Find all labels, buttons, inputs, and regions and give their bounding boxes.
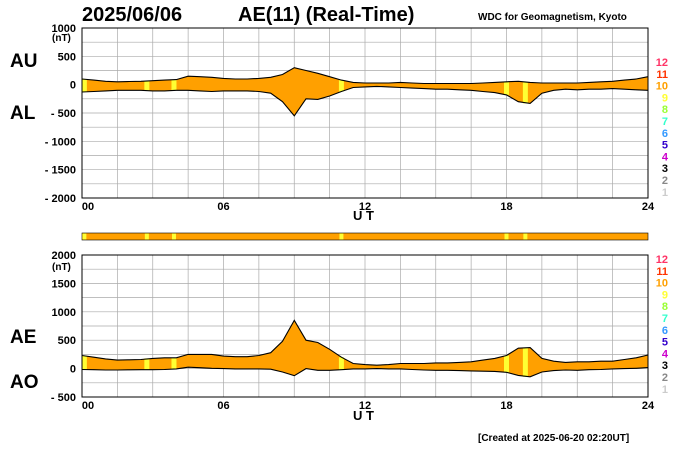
chart-title: AE(11) (Real-Time) [238,4,415,26]
plot-frame [81,254,649,398]
legend-count-11: 11 [656,266,668,278]
y-tick-label: 1500 [52,278,76,290]
station-coverage-bar [81,232,649,241]
legend-count-10: 10 [656,81,668,93]
legend-count-8: 8 [662,301,668,313]
legend-count-8: 8 [662,104,668,116]
station-change-stripe [144,80,150,91]
legend-count-9: 9 [662,92,668,104]
legend-count-6: 6 [662,128,668,140]
station-change-stripe [504,355,509,373]
coverage-bar-mark [82,233,87,240]
series-label-al: AL [10,103,36,124]
x-tick-label: 24 [642,400,655,412]
created-timestamp: [Created at 2025-06-20 02:20UT] [478,433,630,444]
series-line-ao [81,366,649,378]
y-tick-label: 1000 [52,307,76,319]
coverage-bar-mark [339,233,344,240]
y-tick-label: 0 [70,364,76,376]
unit-label-bottom: (nT) [52,262,71,273]
legend-count-2: 2 [662,372,668,384]
y-tick-label: - 1000 [45,136,76,148]
x-tick-label: 06 [217,201,229,213]
station-change-stripe [504,81,509,95]
station-change-stripe [522,347,528,377]
au-al-plot: 1000 500 0 - 500 - 1000 - 1500 - 2000 00 06 12 18 2… [45,23,655,213]
legend-count-7: 7 [662,116,668,128]
legend-count-12: 12 [656,254,668,266]
x-tick-label: 12 [359,201,371,213]
station-change-stripe [171,357,177,369]
y-tick-label: - 500 [51,392,76,404]
chart-date: 2025/06/06 [82,4,183,26]
coverage-bar-mark [171,233,176,240]
legend-count-3: 3 [662,360,668,372]
station-change-stripe [81,79,87,93]
legend-count-1: 1 [662,384,668,396]
legend-count-11: 11 [656,69,668,81]
unit-label-top: (nT) [52,33,71,44]
y-tick-label: - 500 [51,108,76,120]
coverage-bar-mark [144,233,149,240]
x-tick-label: 24 [642,201,655,213]
series-area-fill [82,67,648,116]
station-change-stripe [144,358,150,370]
coverage-bar-mark [523,233,528,240]
legend-count-10: 10 [656,278,668,290]
x-axis-label-bottom: U T [353,408,374,423]
series-line-al [81,85,649,117]
series-label-ae: AE [10,327,37,348]
x-tick-label: 06 [217,400,229,412]
series-label-ao: AO [10,372,39,393]
x-tick-label: 12 [359,400,371,412]
x-tick-label: 18 [500,201,512,213]
ae-ao-plot: 2000 1500 1000 500 0 - 500 00 06 12 18 24 [51,250,655,412]
y-tick-label: - 2000 [45,193,76,205]
plot-frame [81,27,649,199]
coverage-bar-mark [504,233,509,240]
y-tick-label: 500 [58,335,76,347]
legend-count-7: 7 [662,313,668,325]
series-label-au: AU [10,51,38,72]
y-tick-label: 0 [70,80,76,92]
data-source: WDC for Geomagnetism, Kyoto [478,12,627,23]
legend-count-1: 1 [662,187,668,199]
legend-count-2: 2 [662,175,668,187]
y-tick-label: - 1500 [45,165,76,177]
coverage-bar-fill [81,232,649,241]
x-axis-label-top: U T [353,208,374,223]
legend-count-12: 12 [656,57,668,69]
legend-count-3: 3 [662,163,668,175]
y-tick-label: 1000 [52,23,76,35]
legend-count-6: 6 [662,325,668,337]
legend-count-9: 9 [662,289,668,301]
y-tick-label: 2000 [52,250,76,262]
legend-count-5: 5 [662,140,668,152]
series-line-ae [81,319,649,366]
station-change-stripe [338,357,344,370]
station-change-stripe [81,355,87,370]
y-tick-label: 500 [58,51,76,63]
station-change-stripe [171,79,177,91]
legend-count-4: 4 [662,348,669,360]
station-change-stripe [522,82,528,104]
legend-count-4: 4 [662,151,669,163]
x-tick-label: 00 [82,201,94,213]
x-tick-label: 18 [500,400,512,412]
series-line-au [81,67,649,85]
legend-count-5: 5 [662,337,668,349]
x-tick-label: 00 [82,400,94,412]
station-change-stripe [338,80,344,92]
